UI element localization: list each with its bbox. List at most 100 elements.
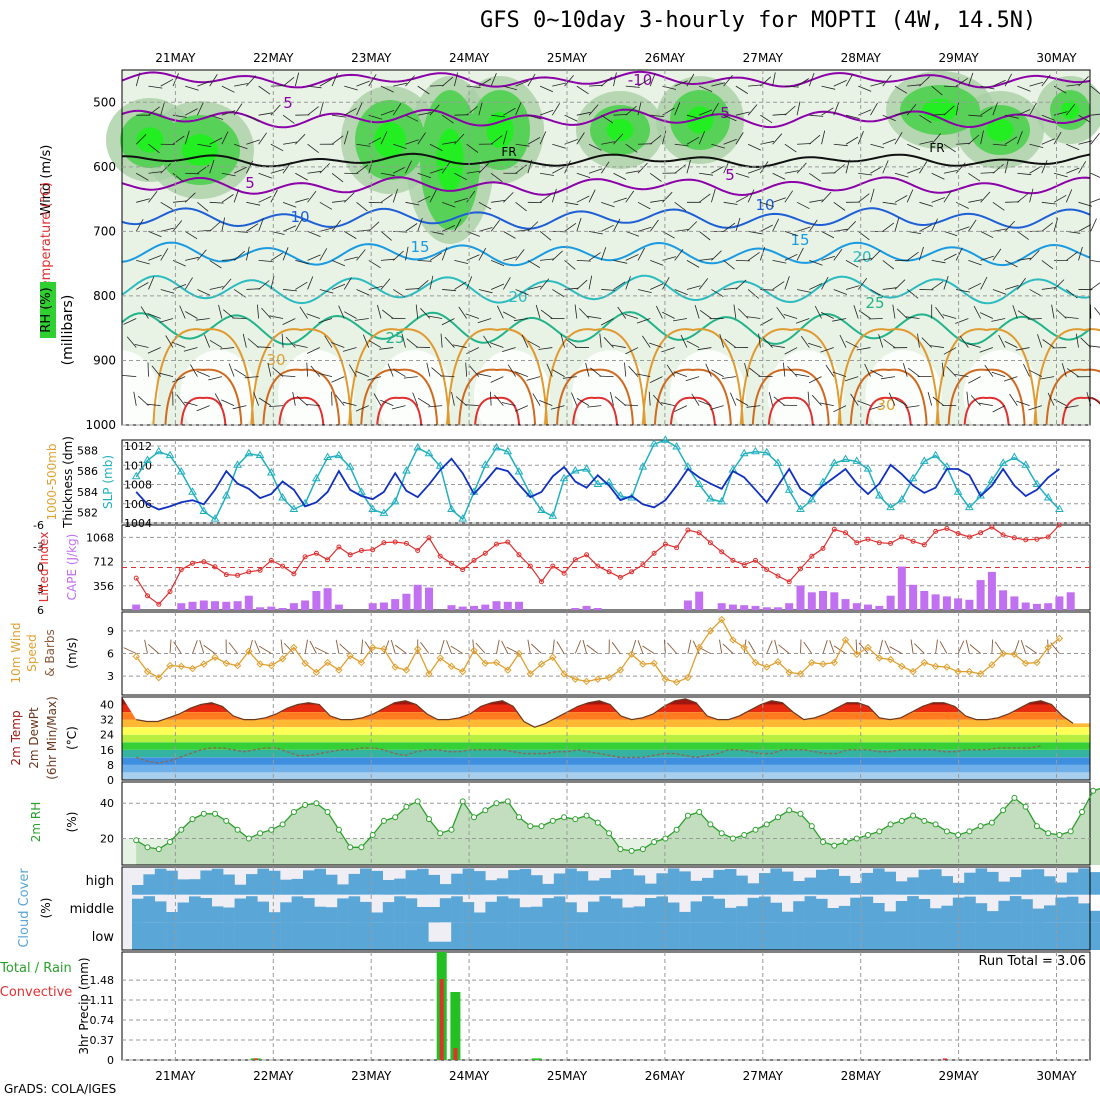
cloud-row-label: high [86, 874, 114, 889]
2m-rh-marker [652, 840, 657, 845]
wind-barb [587, 645, 598, 654]
y-axis-label-speed: Speed [25, 634, 39, 672]
rh-tick-label: 20 [100, 833, 114, 846]
y-axis-label-barbs: & Barbs [43, 629, 57, 677]
2m-rh-marker [899, 818, 904, 823]
wind-barb [1091, 197, 1100, 202]
x-tick-label-top: 25MAY [547, 51, 588, 65]
cloud-block [314, 922, 326, 950]
cloud-block [748, 883, 760, 894]
cloud-block [1033, 869, 1045, 894]
2m-rh-marker [843, 840, 848, 845]
cloud-block [896, 881, 908, 894]
cloud-block [827, 908, 839, 922]
cloud-block [417, 869, 429, 895]
2m-rh-marker [381, 818, 386, 823]
cloud-block [223, 908, 235, 923]
cloud-block [189, 896, 201, 922]
wind-barb [612, 642, 620, 653]
cloud-block [987, 911, 999, 922]
cloud-block [782, 922, 794, 950]
2m-rh-marker [314, 801, 319, 806]
cloud-block [155, 901, 167, 922]
cape-bar [583, 606, 591, 610]
cloud-block [793, 922, 805, 950]
cloud-block [508, 870, 520, 895]
cloud-block [622, 922, 634, 950]
cloud-block [1010, 922, 1022, 950]
wind-barb [804, 642, 812, 654]
cloud-block [508, 922, 520, 950]
x-tick-label-bottom: 25MAY [547, 1069, 588, 1083]
wind-barb [174, 642, 182, 654]
rh-contour-95 [182, 134, 218, 166]
y-axis-label-1000-500mb: 1000-500mb [45, 443, 59, 520]
wind-barb [940, 641, 947, 653]
2m-rh-marker [911, 813, 916, 818]
chart-title: GFS 0~10day 3-hourly for MOPTI (4W, 14.5… [480, 8, 1036, 33]
cloud-block [463, 869, 475, 895]
wind-barb [638, 144, 652, 145]
wind-barb [528, 640, 530, 654]
cloud-block [634, 906, 646, 922]
cloud-block [520, 869, 532, 895]
2m-rh-marker [494, 801, 499, 806]
cape-bar [1022, 603, 1030, 611]
thickness-tick-label: 584 [77, 486, 98, 499]
cloud-block [930, 908, 942, 922]
cape-tick-label: 712 [93, 556, 114, 569]
cape-bar [988, 572, 996, 610]
cloud-block [816, 899, 828, 923]
cape-bar [222, 602, 230, 610]
cloud-block [143, 922, 155, 950]
cape-bar [797, 586, 805, 611]
cape-bar [515, 602, 523, 610]
2m-rh-marker [674, 827, 679, 832]
wind-barb [720, 640, 722, 654]
2m-rh-marker [1046, 831, 1051, 836]
cloud-block [839, 876, 851, 895]
cloud-block [941, 922, 953, 950]
cape-bar [324, 588, 332, 610]
cloud-block [577, 922, 589, 950]
2m-rh-marker [697, 810, 702, 815]
pressure-tick-label: 600 [93, 160, 116, 174]
cloud-block [850, 922, 862, 950]
cloud-block [862, 873, 874, 895]
cloud-block [896, 922, 908, 950]
cloud-block [577, 912, 589, 922]
cloud-block [691, 881, 703, 895]
cloud-block [691, 922, 703, 950]
wind-barb [170, 640, 171, 654]
cloud-block [987, 872, 999, 895]
wind-barb [281, 640, 283, 654]
cloud-block [485, 902, 497, 923]
cloud-block [577, 871, 589, 894]
cloud-block [1044, 922, 1056, 950]
temp-tick-label: 40 [100, 699, 114, 712]
precip-convective-bar [943, 1058, 947, 1060]
wind-barb [531, 644, 541, 654]
thickness-tick-label: 582 [77, 507, 98, 520]
cloud-block [611, 870, 623, 895]
cloud-block [178, 922, 190, 950]
wind-barb [914, 644, 924, 654]
cape-bar [1067, 592, 1075, 610]
2m-rh-marker [190, 817, 195, 822]
cloud-block [349, 874, 361, 895]
2m-rh-marker [393, 815, 398, 820]
cloud-block [360, 922, 372, 950]
precip-tick-label: 1.48 [90, 974, 115, 987]
cape-bar [1010, 596, 1018, 610]
temp-color-band [122, 720, 1090, 728]
cloud-block [987, 922, 999, 950]
cloud-block [668, 868, 680, 894]
cloud-block [269, 912, 281, 922]
cloud-block [292, 879, 304, 895]
slp-marker [842, 455, 849, 461]
wind-barb [583, 640, 587, 654]
x-tick-label-bottom: 24MAY [449, 1069, 490, 1083]
cloud-block [200, 922, 212, 950]
temp-color-band [122, 735, 1090, 743]
wind-barb [361, 640, 362, 654]
